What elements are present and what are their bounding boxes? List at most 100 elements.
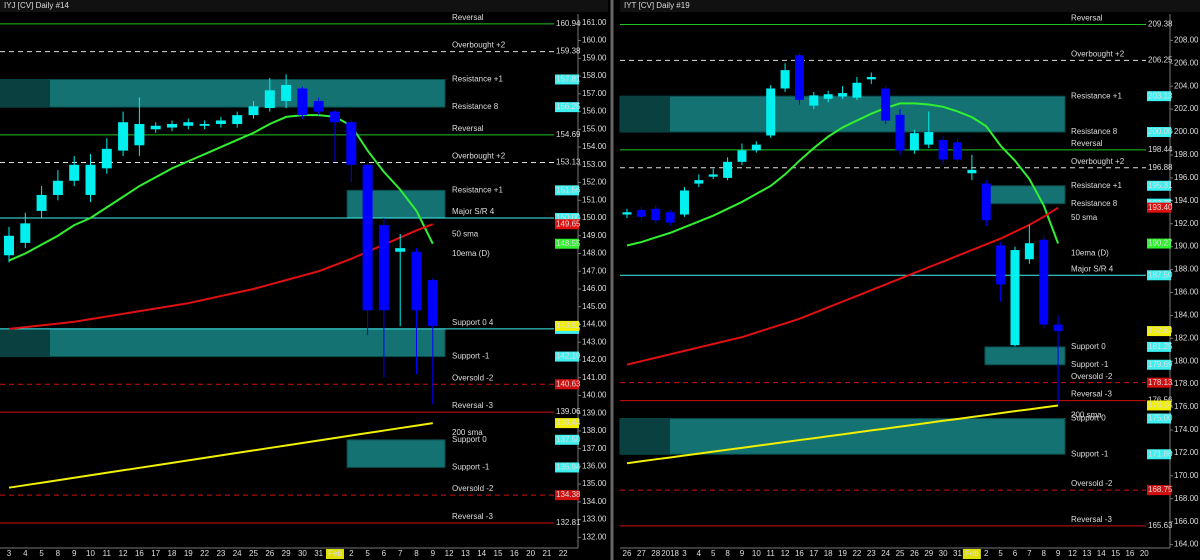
level-tag: 171.88 xyxy=(1148,449,1173,458)
ma-line xyxy=(8,223,434,330)
title-bar xyxy=(0,0,608,12)
level-label: Reversal -3 xyxy=(452,401,493,410)
level-label: Resistance +1 xyxy=(1071,91,1122,100)
x-tick-label: 7 xyxy=(398,549,403,558)
x-tick-label: 2 xyxy=(984,549,989,558)
chart-title: IYT [CV] Daily #19 xyxy=(624,1,690,10)
level-label: Overbought +2 xyxy=(452,41,506,50)
level-tag: 160.94 xyxy=(556,19,581,28)
level-tag-box xyxy=(1147,449,1171,460)
y-tick-label: 176.00 xyxy=(1174,402,1199,411)
y-tick-label: 186.00 xyxy=(1174,288,1199,297)
level-tag-box xyxy=(1147,485,1171,496)
candle-body xyxy=(823,94,833,99)
level-tag: 203.13 xyxy=(1148,91,1173,100)
zone xyxy=(619,95,1066,133)
level-label: Resistance +1 xyxy=(1071,181,1122,190)
zone xyxy=(346,189,446,219)
candle-body xyxy=(4,235,14,256)
ma-tag-box xyxy=(1147,400,1171,411)
y-tick-label: 174.00 xyxy=(1174,425,1199,434)
candle-body xyxy=(85,164,96,195)
y-tick-label: 154.00 xyxy=(582,142,607,151)
candle-body xyxy=(395,248,406,252)
x-tick-label: 21 xyxy=(542,549,551,558)
candle-body xyxy=(232,115,243,124)
level-tag-box xyxy=(1147,413,1171,424)
x-tick-label: 15 xyxy=(494,549,503,558)
x-tick-label: 16 xyxy=(1125,549,1134,558)
candle-body xyxy=(766,88,776,136)
zone-edge xyxy=(0,79,50,108)
y-tick-label: 178.00 xyxy=(1174,379,1199,388)
x-tick-label: 17 xyxy=(809,549,818,558)
x-tick-label: 2018 xyxy=(661,549,679,558)
candle-body xyxy=(215,120,226,124)
candle-body xyxy=(838,93,848,97)
x-tick-label: 22 xyxy=(200,549,209,558)
x-tick-label: 25 xyxy=(896,549,905,558)
x-tick-label: 8 xyxy=(56,549,61,558)
level-tag-box xyxy=(1147,377,1171,388)
x-tick-label: 9 xyxy=(1056,549,1061,558)
y-tick-label: 164.00 xyxy=(1174,540,1199,549)
level-tag-box xyxy=(1147,270,1171,281)
candle-body xyxy=(852,82,862,98)
level-tag-box xyxy=(555,102,579,113)
x-tick-label: 22 xyxy=(852,549,861,558)
y-tick-label: 147.00 xyxy=(582,266,607,275)
candle-body xyxy=(134,123,145,146)
level-label: Support -1 xyxy=(452,352,490,361)
candle-body xyxy=(1024,243,1034,260)
ma-tag: 149.65 xyxy=(556,219,581,228)
x-tick-label: 16 xyxy=(510,549,519,558)
x-tick-label: 30 xyxy=(939,549,948,558)
y-tick-label: 172.00 xyxy=(1174,448,1199,457)
last-price: 143.92 xyxy=(556,321,581,330)
level-tag: 156.25 xyxy=(556,102,581,111)
candle-body xyxy=(346,122,357,165)
y-tick-label: 149.00 xyxy=(582,231,607,240)
level-label: Support 0 xyxy=(1071,414,1106,423)
level-tag: 175.00 xyxy=(1148,414,1173,423)
level-label: Support -1 xyxy=(452,463,490,472)
x-tick-label: 11 xyxy=(767,549,776,558)
candle-body xyxy=(52,180,63,195)
ma-tag-box xyxy=(555,219,579,230)
x-tick-label: 5 xyxy=(998,549,1003,558)
candle-body xyxy=(248,106,259,116)
level-label: Reversal xyxy=(1071,14,1103,23)
y-tick-label: 159.00 xyxy=(582,53,607,62)
x-tick-label: 18 xyxy=(824,549,833,558)
level-tag-box xyxy=(1147,91,1171,102)
x-tick-label: 26 xyxy=(623,549,632,558)
level-label: Reversal -3 xyxy=(452,512,493,521)
x-tick-label: 3 xyxy=(7,549,12,558)
x-tick-label: 3 xyxy=(682,549,687,558)
y-tick-label: 200.00 xyxy=(1174,127,1199,136)
level-tag: 187.50 xyxy=(1148,270,1173,279)
candle-body xyxy=(938,140,948,160)
level-tag: 139.06 xyxy=(556,407,581,416)
zone xyxy=(619,418,1066,455)
x-tick-label: 2 xyxy=(349,549,354,558)
level-tag-box xyxy=(555,379,579,390)
x-tick-label: 25 xyxy=(249,549,258,558)
y-tick-label: 136.00 xyxy=(582,462,607,471)
y-tick-label: 202.00 xyxy=(1174,104,1199,113)
y-tick-label: 145.00 xyxy=(582,302,607,311)
x-tick-label: 19 xyxy=(184,549,193,558)
ma-line xyxy=(626,102,1060,247)
candle-body xyxy=(737,150,747,162)
candle-body xyxy=(150,125,161,130)
y-tick-label: 155.00 xyxy=(582,124,607,133)
level-tag: 153.13 xyxy=(556,158,581,167)
x-tick-label: 26 xyxy=(265,549,274,558)
level-tag: 134.38 xyxy=(556,490,581,499)
candle-body xyxy=(427,280,438,326)
x-tick-label: 18 xyxy=(168,549,177,558)
level-label: Reversal xyxy=(452,124,484,133)
candle-body xyxy=(723,161,733,178)
ma-tag: 138.44 xyxy=(556,418,581,427)
x-tick-label: 11 xyxy=(103,549,112,558)
